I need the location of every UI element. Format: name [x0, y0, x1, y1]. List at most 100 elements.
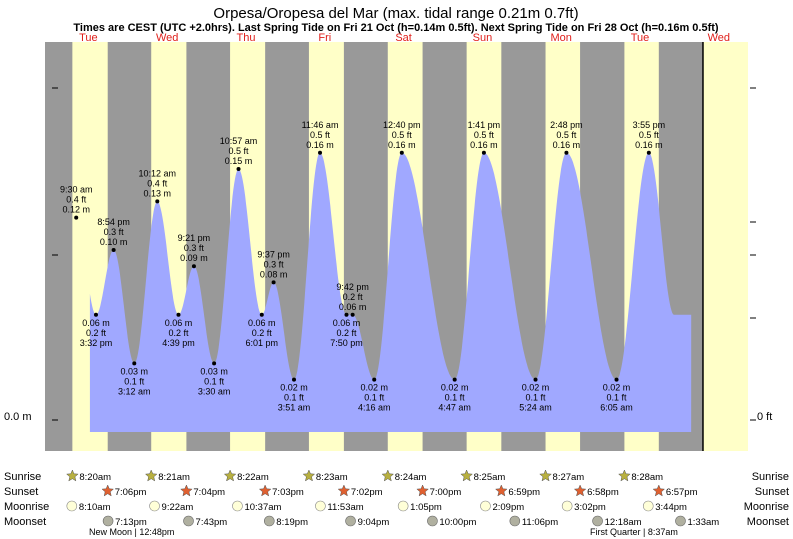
y-axis-left-label: 0.0 m	[4, 411, 32, 423]
tide-label: 11:46 am	[302, 120, 339, 130]
tide-label: 0.12 m	[62, 205, 90, 215]
tide-label: 0.10 m	[100, 237, 128, 247]
moonrise-time: 8:10am	[79, 502, 111, 513]
tide-label: 8:54 pm	[97, 217, 130, 227]
tide-label: 7:50 pm	[330, 338, 363, 348]
sunset-time: 6:57pm	[666, 487, 698, 498]
moonset-time: 7:43pm	[196, 517, 228, 528]
moonset-time: 10:00pm	[439, 517, 476, 528]
high-tide-dot	[646, 150, 651, 155]
tide-label: 9:21 pm	[178, 233, 211, 243]
sunrise-time: 8:20am	[79, 472, 111, 483]
tide-label: 0.06 m	[82, 318, 110, 328]
sunset-time: 7:06pm	[115, 487, 147, 498]
tide-label: 0.5 ft	[229, 146, 250, 156]
high-tide-dot	[191, 264, 196, 269]
sunrise-icon	[144, 469, 158, 482]
tide-label: 0.06 m	[165, 318, 193, 328]
moonset-icon	[592, 515, 603, 527]
low-tide-dot	[533, 377, 538, 382]
tide-label: 0.1 ft	[284, 393, 305, 403]
tide-label: 12:40 pm	[383, 120, 421, 130]
row-label-left: Sunrise	[4, 471, 41, 483]
tide-label: 0.5 ft	[392, 130, 413, 140]
chart-title: Orpesa/Oropesa del Mar (max. tidal range…	[213, 5, 578, 22]
moon-phase-first-quarter: First Quarter | 8:37am	[590, 527, 678, 537]
moon-phase-new: New Moon | 12:48pm	[89, 527, 174, 537]
sunrise-icon	[66, 469, 79, 482]
sunset-icon	[652, 484, 666, 497]
moonrise-time: 1:05pm	[410, 502, 442, 513]
tide-label: 0.03 m	[121, 366, 149, 376]
y-axis-right-label: 0 ft	[757, 411, 772, 423]
moonset-time: 7:13pm	[115, 517, 147, 528]
sunrise-icon	[302, 469, 316, 482]
tide-label: 0.1 ft	[124, 376, 145, 386]
day-name: Tue	[631, 32, 650, 44]
low-tide-dot	[344, 312, 349, 317]
moonrise-time: 3:02pm	[574, 502, 606, 513]
tide-label: 4:47 am	[438, 403, 471, 413]
sunrise-time: 8:28am	[631, 472, 663, 483]
moonrise-time: 10:37am	[244, 502, 281, 513]
tide-label: 0.09 m	[180, 253, 208, 263]
low-tide-dot	[259, 312, 264, 317]
moonset-icon	[102, 515, 114, 527]
tide-label: 0.1 ft	[364, 393, 385, 403]
moonrise-icon	[642, 500, 654, 512]
daylight-band	[702, 42, 748, 451]
tide-label: 9:42 pm	[336, 282, 369, 292]
tide-label: 0.06 m	[339, 302, 367, 312]
tide-label: 10:57 am	[220, 136, 258, 146]
tide-label: 0.16 m	[635, 140, 663, 150]
low-tide-dot	[452, 377, 457, 382]
tide-label: 0.16 m	[470, 140, 498, 150]
moonset-time: 1:33am	[687, 517, 719, 528]
sunrise-time: 8:23am	[316, 472, 348, 483]
tide-label: 0.5 ft	[310, 130, 331, 140]
sunrise-icon	[381, 469, 395, 482]
moonset-time: 11:06pm	[522, 517, 558, 528]
sunrise-icon	[618, 469, 631, 482]
tide-label: 6:01 pm	[246, 338, 279, 348]
day-name: Wed	[708, 32, 730, 44]
tide-label: 5:24 am	[519, 403, 552, 413]
moonset-icon	[675, 515, 686, 527]
moonset-time: 8:19pm	[276, 517, 308, 528]
tide-label: 0.4 ft	[147, 178, 168, 188]
moonrise-icon	[66, 500, 78, 512]
tide-label: 1:41 pm	[468, 120, 501, 130]
high-tide-dot	[271, 280, 276, 285]
tide-label: 0.2 ft	[343, 292, 364, 302]
day-name: Mon	[550, 32, 571, 44]
tide-label: 0.3 ft	[184, 243, 205, 253]
low-tide-dot	[132, 361, 137, 366]
tide-label: 0.2 ft	[86, 328, 107, 338]
day-name: Fri	[318, 32, 331, 44]
high-tide-dot	[236, 167, 241, 171]
sunset-time: 7:02pm	[351, 487, 383, 498]
tide-label: 0.3 ft	[264, 259, 285, 269]
day-name: Tue	[79, 32, 98, 44]
high-tide-dot	[350, 312, 355, 317]
tide-label: 4:16 am	[358, 403, 391, 413]
tide-label: 3:55 pm	[633, 120, 666, 130]
sunset-icon	[180, 484, 193, 497]
tide-label: 0.1 ft	[204, 376, 225, 386]
moonrise-time: 9:22am	[162, 502, 194, 513]
tide-area	[89, 152, 692, 433]
sunrise-time: 8:25am	[474, 472, 506, 483]
row-label-left: Moonset	[4, 516, 46, 528]
sunset-icon	[416, 484, 429, 497]
moonrise-icon	[397, 500, 409, 512]
tide-label: 0.16 m	[306, 140, 334, 150]
sunrise-icon	[460, 469, 473, 482]
tide-label: 0.06 m	[333, 318, 361, 328]
tide-label: 0.5 ft	[474, 130, 495, 140]
moonset-icon	[264, 515, 275, 527]
high-tide-dot	[399, 150, 404, 155]
high-tide-dot	[481, 150, 486, 155]
tide-label: 0.2 ft	[252, 328, 273, 338]
tide-label: 3:51 am	[278, 403, 311, 413]
